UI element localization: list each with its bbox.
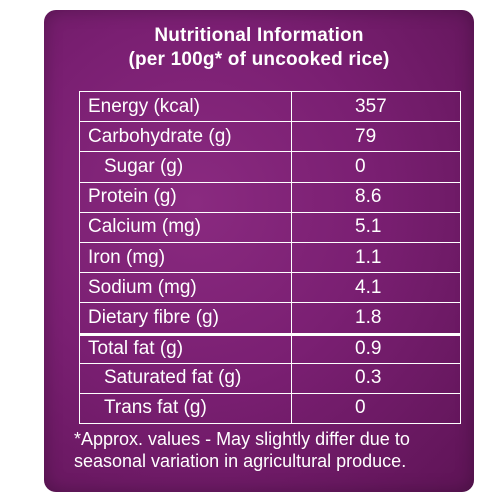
row-value: 8.6 xyxy=(355,186,382,208)
table-row-saturated-fat: Saturated fat (g) 0.3 xyxy=(80,363,460,394)
table-row-iron: Iron (mg) 1.1 xyxy=(80,242,460,274)
row-value: 5.1 xyxy=(355,216,382,238)
row-label: Iron (mg) xyxy=(80,242,292,273)
row-value: 0.3 xyxy=(355,367,382,389)
heading-subtitle: (per 100g* of uncooked rice) xyxy=(128,49,390,70)
row-label: Calcium (mg) xyxy=(80,212,292,242)
table-row-sodium: Sodium (mg) 4.1 xyxy=(80,273,460,304)
table-row-trans-fat: Trans fat (g) 0 xyxy=(80,393,460,425)
footnote-line-2: seasonal variation in agricultural produ… xyxy=(74,451,407,471)
table-row-dietary-fibre: Dietary fibre (g) 1.8 xyxy=(80,303,460,334)
row-label: Sugar (g) xyxy=(80,152,292,182)
row-value: 0 xyxy=(355,155,366,177)
heading-title: Nutritional Information xyxy=(154,25,364,46)
nutrition-heading: Nutritional Information (per 100g* of un… xyxy=(44,24,474,72)
row-label: Carbohydrate (g) xyxy=(80,122,292,152)
row-label: Saturated fat (g) xyxy=(80,363,292,393)
nutrition-panel: Nutritional Information (per 100g* of un… xyxy=(44,10,474,492)
row-label: Protein (g) xyxy=(80,182,292,212)
row-value: 0.9 xyxy=(355,338,382,360)
row-value: 1.8 xyxy=(355,306,382,328)
table-row-protein: Protein (g) 8.6 xyxy=(80,182,460,213)
row-label: Energy (kcal) xyxy=(80,92,292,122)
row-value: 1.1 xyxy=(355,246,382,268)
footnote: *Approx. values - May slightly differ du… xyxy=(74,428,464,472)
nutrition-table: Energy (kcal) 357 Carbohydrate (g) 79 Su… xyxy=(79,91,461,425)
row-label: Trans fat (g) xyxy=(80,393,292,424)
row-label: Total fat (g) xyxy=(80,335,292,363)
table-row-energy: Energy (kcal) 357 xyxy=(80,92,460,123)
row-value: 0 xyxy=(355,397,366,419)
row-value: 357 xyxy=(355,95,387,117)
table-row-carbohydrate: Carbohydrate (g) 79 xyxy=(80,122,460,153)
table-row-calcium: Calcium (mg) 5.1 xyxy=(80,212,460,243)
table-row-total-fat: Total fat (g) 0.9 xyxy=(80,333,460,364)
row-label: Sodium (mg) xyxy=(80,273,292,303)
row-value: 4.1 xyxy=(355,276,382,298)
footnote-line-1: *Approx. values - May slightly differ du… xyxy=(74,429,410,449)
row-value: 79 xyxy=(355,125,377,147)
row-label: Dietary fibre (g) xyxy=(80,303,292,333)
table-row-sugar: Sugar (g) 0 xyxy=(80,152,460,183)
